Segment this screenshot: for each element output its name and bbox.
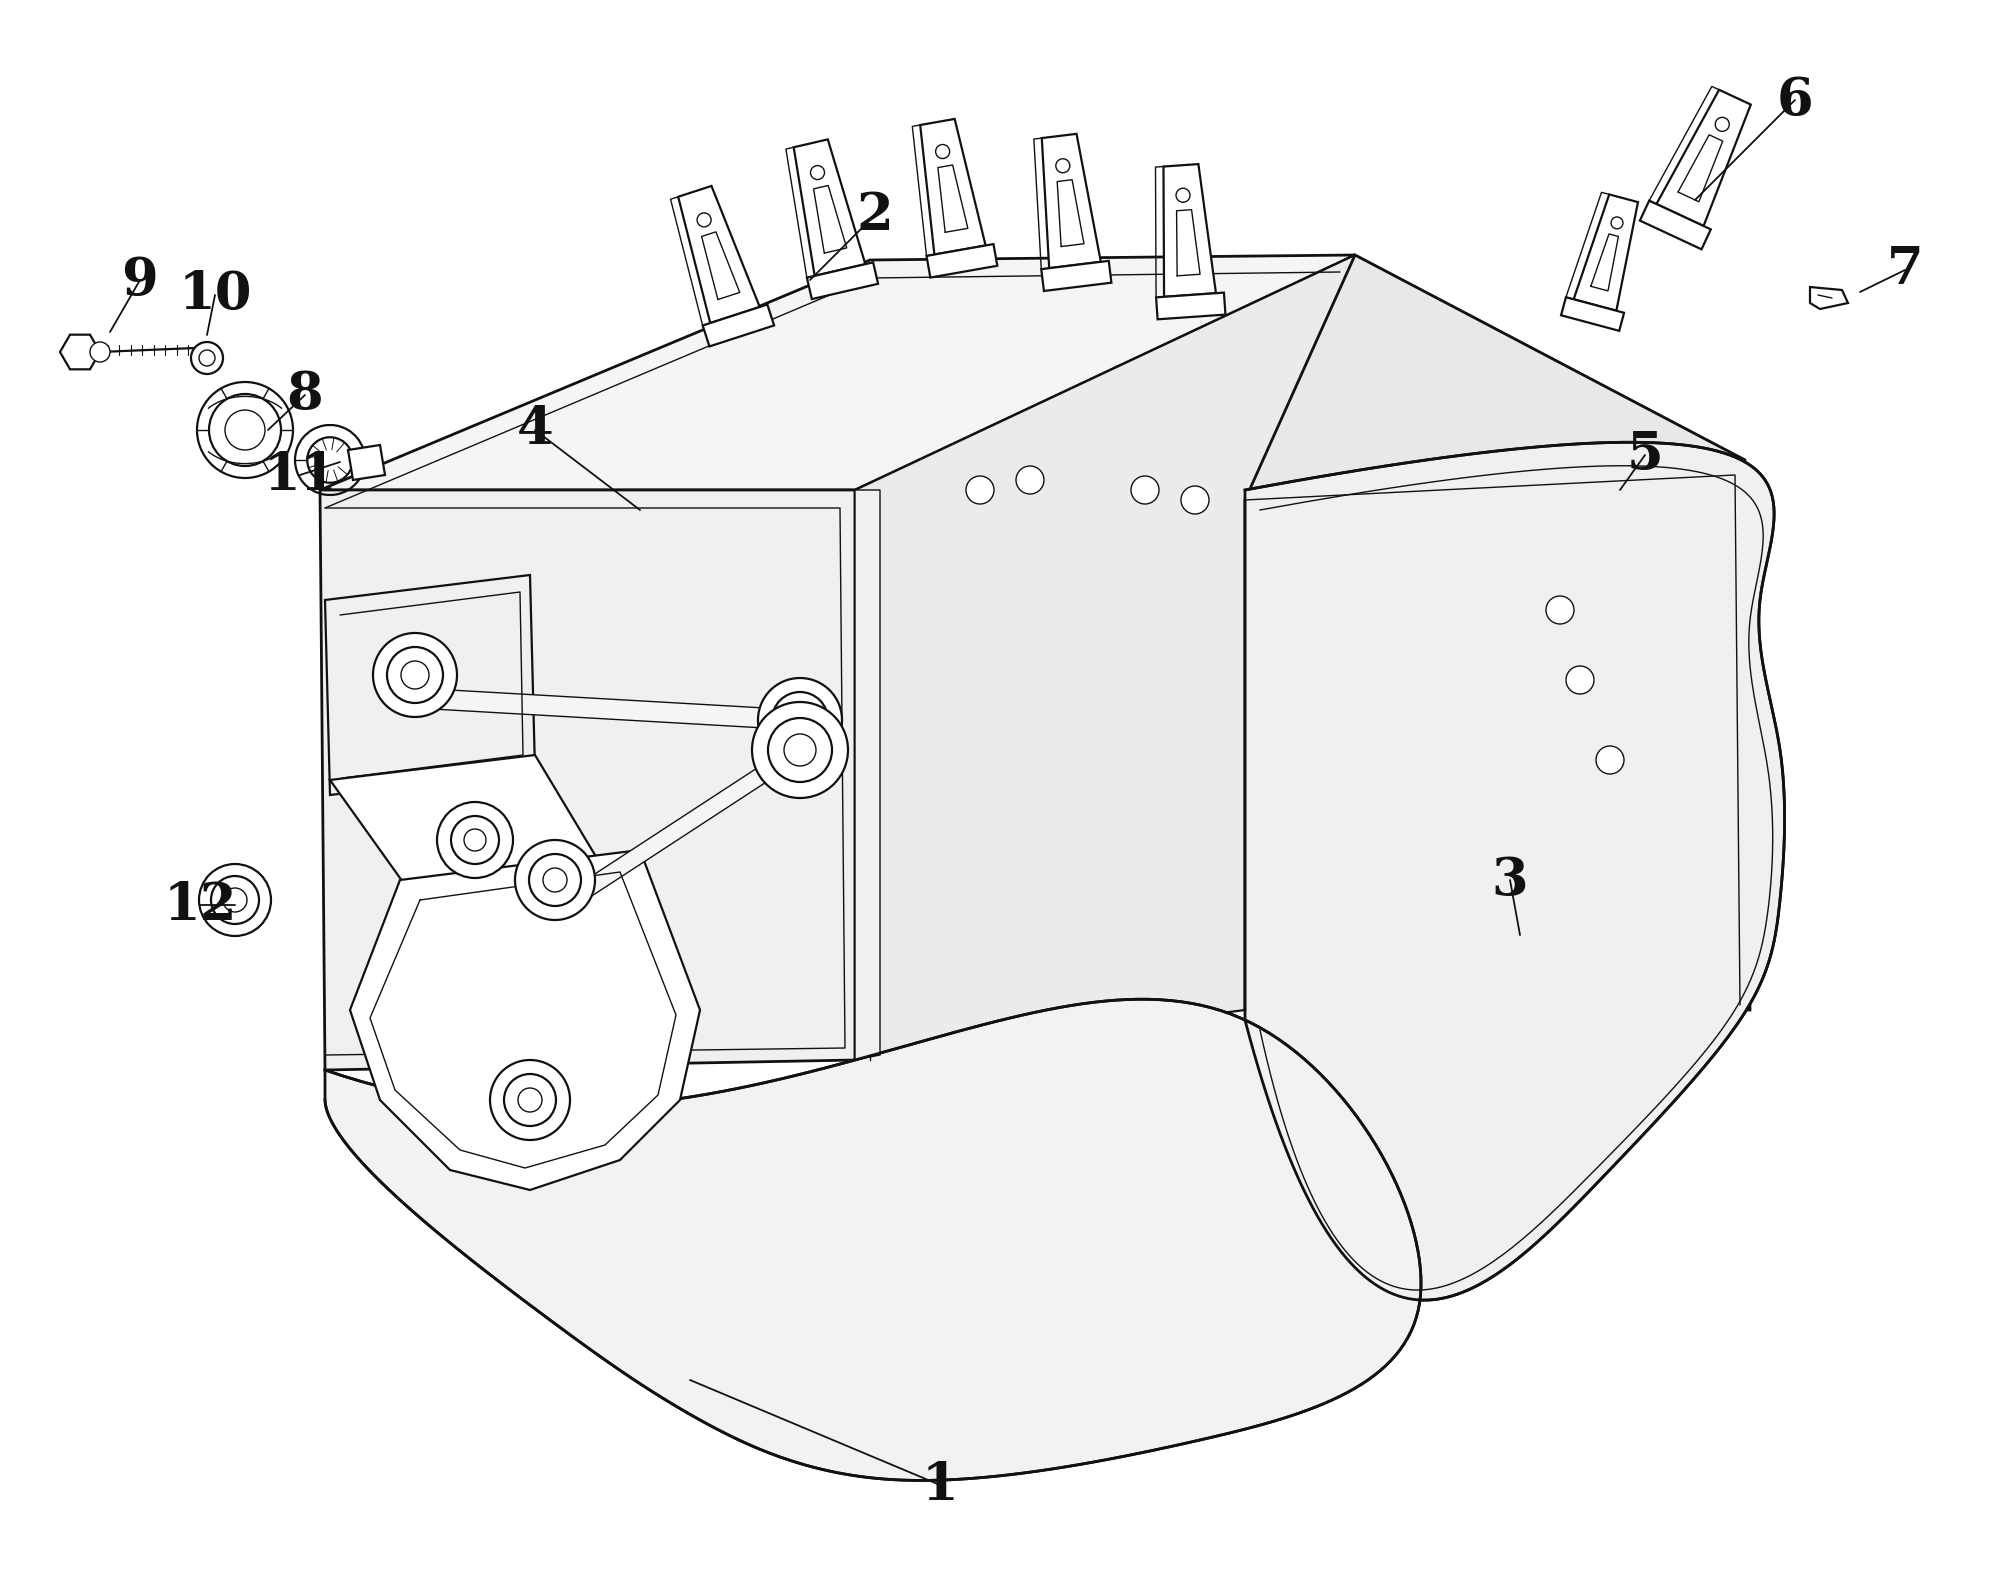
- Polygon shape: [920, 119, 986, 255]
- Circle shape: [518, 1088, 542, 1112]
- Polygon shape: [324, 575, 536, 795]
- Circle shape: [516, 840, 596, 920]
- Circle shape: [544, 868, 568, 892]
- Polygon shape: [856, 489, 880, 1060]
- Circle shape: [1612, 217, 1622, 228]
- Circle shape: [504, 1074, 556, 1126]
- Circle shape: [966, 477, 994, 504]
- Circle shape: [192, 342, 224, 374]
- Text: 1: 1: [922, 1459, 958, 1511]
- Polygon shape: [330, 756, 610, 920]
- Text: 11: 11: [264, 450, 336, 501]
- Polygon shape: [556, 740, 800, 920]
- Circle shape: [1596, 746, 1624, 775]
- Text: 4: 4: [516, 404, 554, 456]
- Circle shape: [768, 718, 832, 782]
- Circle shape: [490, 1060, 570, 1140]
- Text: 2: 2: [856, 190, 894, 241]
- Circle shape: [372, 634, 456, 718]
- Circle shape: [90, 342, 110, 363]
- Circle shape: [1176, 188, 1190, 203]
- Circle shape: [528, 854, 580, 906]
- Circle shape: [758, 678, 842, 762]
- Circle shape: [1056, 158, 1070, 173]
- Polygon shape: [1810, 287, 1848, 309]
- Text: 9: 9: [122, 255, 158, 306]
- Polygon shape: [416, 687, 800, 730]
- Polygon shape: [856, 255, 1744, 1060]
- Polygon shape: [60, 334, 100, 369]
- Polygon shape: [1042, 261, 1112, 291]
- Circle shape: [1716, 117, 1730, 131]
- Circle shape: [786, 706, 814, 733]
- Polygon shape: [926, 244, 998, 277]
- Circle shape: [1546, 596, 1574, 624]
- Polygon shape: [702, 304, 774, 347]
- Text: 12: 12: [164, 879, 236, 930]
- Circle shape: [936, 144, 950, 158]
- Polygon shape: [794, 139, 866, 276]
- Circle shape: [698, 212, 712, 227]
- Text: 7: 7: [1886, 244, 1924, 296]
- Polygon shape: [1244, 255, 1750, 1011]
- Circle shape: [436, 802, 512, 878]
- Circle shape: [464, 828, 486, 851]
- Text: 3: 3: [1492, 854, 1528, 906]
- Polygon shape: [1640, 201, 1710, 249]
- Polygon shape: [324, 1000, 1420, 1481]
- Circle shape: [752, 702, 848, 798]
- Polygon shape: [320, 489, 856, 1071]
- Circle shape: [1132, 477, 1160, 504]
- Polygon shape: [1156, 293, 1226, 320]
- Text: 5: 5: [1626, 429, 1664, 480]
- Circle shape: [1566, 665, 1594, 694]
- Circle shape: [810, 166, 824, 179]
- Text: 6: 6: [1776, 74, 1814, 125]
- Circle shape: [200, 350, 216, 366]
- Circle shape: [1180, 486, 1208, 513]
- Circle shape: [772, 692, 828, 748]
- Circle shape: [388, 646, 444, 703]
- Polygon shape: [1574, 195, 1638, 310]
- Polygon shape: [320, 255, 1356, 489]
- Polygon shape: [678, 185, 760, 323]
- Circle shape: [212, 876, 260, 923]
- Circle shape: [208, 394, 280, 466]
- Polygon shape: [806, 263, 878, 299]
- Circle shape: [224, 410, 264, 450]
- Polygon shape: [350, 851, 700, 1190]
- Circle shape: [400, 661, 428, 689]
- Polygon shape: [1042, 133, 1100, 268]
- Circle shape: [452, 816, 500, 863]
- Circle shape: [200, 863, 272, 936]
- Polygon shape: [348, 445, 384, 480]
- Text: 8: 8: [286, 369, 324, 420]
- Polygon shape: [1244, 442, 1784, 1300]
- Polygon shape: [1562, 298, 1624, 331]
- Circle shape: [784, 733, 816, 767]
- Circle shape: [196, 382, 292, 478]
- Circle shape: [1016, 466, 1044, 494]
- Text: 10: 10: [178, 269, 252, 320]
- Circle shape: [224, 889, 248, 912]
- Polygon shape: [1656, 90, 1750, 227]
- Polygon shape: [1164, 165, 1216, 296]
